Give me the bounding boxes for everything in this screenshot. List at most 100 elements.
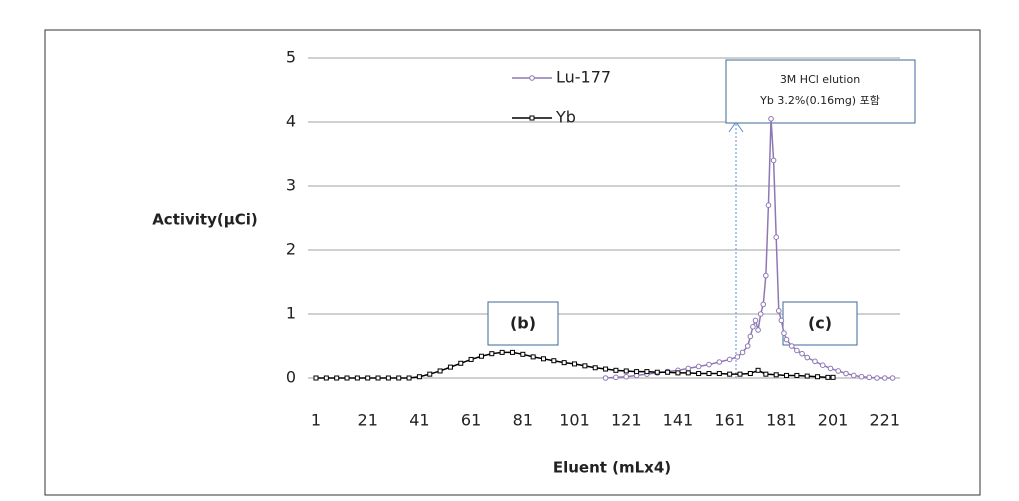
point bbox=[499, 349, 505, 355]
point bbox=[830, 374, 836, 380]
point bbox=[313, 375, 319, 381]
point bbox=[784, 372, 790, 378]
point bbox=[850, 372, 857, 379]
annotation: (b) bbox=[510, 314, 536, 333]
point bbox=[763, 371, 769, 377]
point bbox=[644, 369, 650, 375]
legend-marker bbox=[529, 115, 535, 121]
x-tick-label: 121 bbox=[611, 411, 642, 430]
point bbox=[757, 311, 764, 317]
point bbox=[799, 350, 805, 357]
point bbox=[634, 369, 640, 375]
point bbox=[744, 343, 751, 349]
x-tick-label: 41 bbox=[409, 411, 429, 430]
y-tick-label: 1 bbox=[286, 304, 296, 323]
point bbox=[874, 375, 880, 381]
y-tick-label: 5 bbox=[286, 48, 296, 67]
point bbox=[696, 371, 702, 377]
point bbox=[582, 363, 588, 369]
point bbox=[843, 370, 849, 377]
annotation: 3M HCl elution bbox=[780, 73, 860, 86]
point bbox=[755, 367, 761, 373]
point bbox=[783, 336, 790, 343]
point bbox=[815, 374, 821, 380]
point bbox=[706, 361, 712, 368]
point bbox=[323, 375, 329, 381]
point bbox=[739, 349, 746, 356]
point bbox=[375, 375, 381, 381]
point bbox=[747, 333, 754, 340]
y-tick-label: 4 bbox=[286, 112, 296, 131]
point bbox=[665, 369, 671, 375]
x-tick-label: 141 bbox=[663, 411, 694, 430]
point bbox=[770, 157, 777, 164]
point bbox=[866, 374, 873, 381]
annotation-box bbox=[782, 301, 858, 346]
point bbox=[827, 365, 834, 372]
point bbox=[716, 359, 723, 365]
y-axis-label: Activity(μCi) bbox=[152, 211, 258, 229]
point bbox=[603, 366, 609, 372]
annotation: Yb 3.2%(0.16mg) 포함 bbox=[759, 94, 880, 107]
annotation-box bbox=[487, 301, 559, 346]
legend-label: Yb bbox=[555, 108, 576, 127]
point bbox=[835, 368, 842, 374]
point bbox=[561, 360, 567, 366]
point bbox=[773, 372, 779, 378]
point bbox=[763, 272, 769, 279]
point bbox=[752, 317, 759, 324]
point bbox=[760, 301, 767, 308]
series-line bbox=[315, 351, 834, 379]
point bbox=[788, 343, 795, 349]
point bbox=[685, 370, 691, 376]
annotation-box bbox=[725, 59, 916, 124]
point bbox=[765, 202, 772, 208]
point bbox=[794, 372, 800, 378]
point bbox=[881, 375, 888, 381]
point bbox=[778, 317, 785, 324]
point bbox=[734, 354, 741, 360]
point bbox=[602, 375, 609, 381]
point bbox=[489, 351, 495, 357]
point bbox=[755, 327, 761, 333]
point bbox=[623, 368, 629, 374]
x-tick-label: 81 bbox=[513, 411, 533, 430]
legend-marker bbox=[529, 75, 535, 81]
point bbox=[889, 375, 896, 381]
point bbox=[675, 370, 681, 376]
point bbox=[458, 360, 464, 366]
point bbox=[685, 365, 692, 372]
point bbox=[706, 371, 712, 377]
point bbox=[750, 324, 756, 330]
point bbox=[623, 373, 630, 380]
point bbox=[530, 354, 536, 360]
point bbox=[406, 375, 412, 381]
point bbox=[613, 374, 619, 381]
point bbox=[437, 368, 443, 374]
point bbox=[396, 375, 402, 381]
point bbox=[427, 371, 433, 377]
point bbox=[654, 369, 660, 375]
point bbox=[716, 371, 722, 377]
point bbox=[858, 373, 865, 380]
point bbox=[773, 234, 779, 240]
y-tick-label: 2 bbox=[286, 240, 296, 259]
point bbox=[572, 361, 578, 367]
point bbox=[781, 330, 787, 337]
point bbox=[794, 347, 800, 354]
x-tick-label: 1 bbox=[311, 411, 321, 430]
point bbox=[509, 349, 515, 355]
point bbox=[592, 365, 598, 371]
point bbox=[825, 374, 831, 380]
x-tick-label: 161 bbox=[714, 411, 745, 430]
point bbox=[695, 363, 702, 370]
point bbox=[804, 354, 811, 361]
point bbox=[768, 116, 774, 122]
point bbox=[747, 371, 753, 377]
y-tick-label: 0 bbox=[286, 368, 296, 387]
point bbox=[551, 358, 557, 364]
point bbox=[727, 371, 733, 377]
point bbox=[613, 367, 619, 373]
x-tick-label: 181 bbox=[766, 411, 797, 430]
point bbox=[344, 375, 350, 381]
